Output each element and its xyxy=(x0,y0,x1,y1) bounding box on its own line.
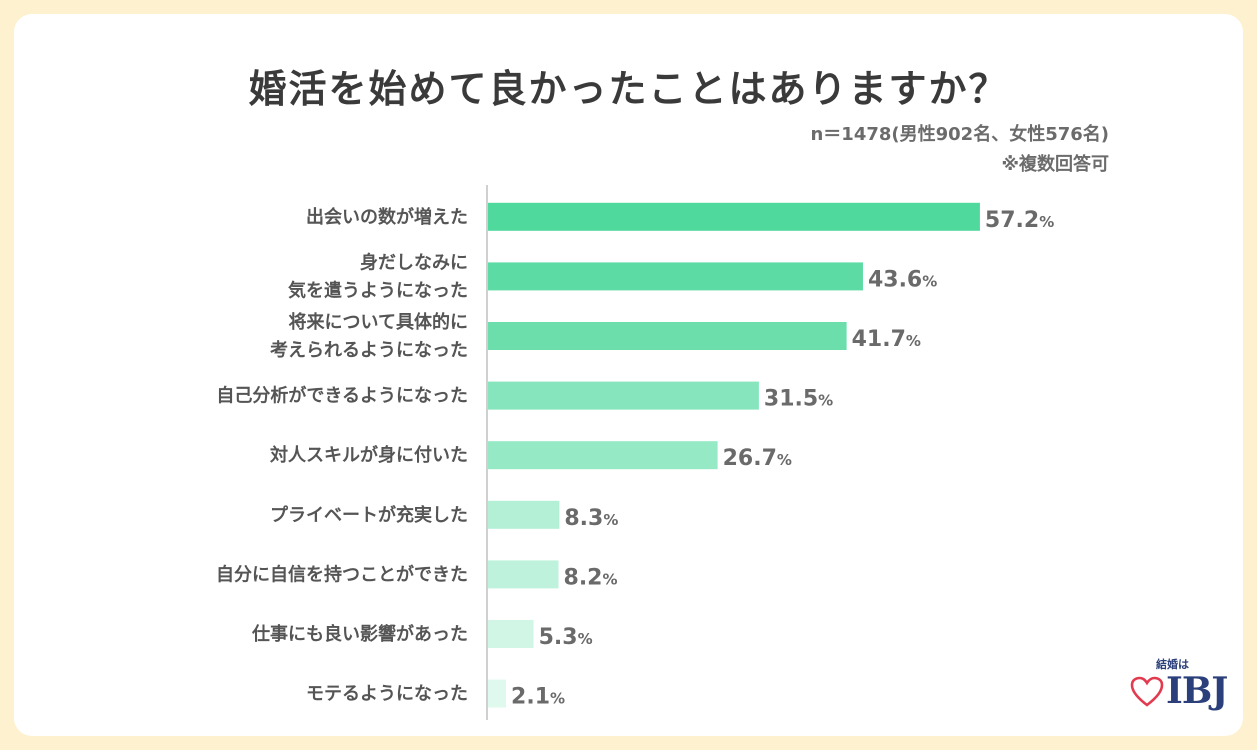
bars-group: 出会いの数が増えた 57.2% 身だしなみに気を遣うようになった 43.6% 将来につい… xyxy=(216,202,1054,710)
value-label: 2.1% xyxy=(511,685,565,710)
category-label: 身だしなみに気を遣うようになった xyxy=(288,251,468,301)
heart-icon xyxy=(1130,676,1164,707)
ibj-logo: 結婚は IBJ xyxy=(1130,656,1228,718)
chart-title: 婚活を始めて良かったことはありますか？ xyxy=(248,67,1009,111)
value-label: 8.3% xyxy=(564,506,618,531)
bar xyxy=(488,262,863,291)
category-label: 自分に自信を持つことができた xyxy=(216,563,468,585)
category-label: 出会いの数が増えた xyxy=(306,206,468,228)
bar xyxy=(488,441,718,470)
category-label: 自己分析ができるようになった xyxy=(216,385,468,407)
bar xyxy=(488,381,759,410)
bar xyxy=(488,560,559,589)
category-label: プライベートが充実した xyxy=(270,504,468,526)
value-label: 5.3% xyxy=(539,625,593,650)
logo-wordmark: IBJ xyxy=(1166,670,1228,712)
bar xyxy=(488,679,507,708)
value-label: 8.2% xyxy=(564,565,618,590)
chart-card xyxy=(14,14,1243,736)
logo-tagline: 結婚は xyxy=(1156,658,1189,671)
bar xyxy=(488,202,980,231)
category-label: 仕事にも良い影響があった xyxy=(251,623,468,645)
category-label: モテるようになった xyxy=(306,684,468,705)
value-label: 26.7% xyxy=(723,446,792,471)
bar xyxy=(488,322,847,350)
bar xyxy=(488,500,560,529)
value-label: 57.2% xyxy=(985,208,1054,233)
bar xyxy=(488,620,534,648)
value-label: 31.5% xyxy=(764,387,833,412)
sample-size-note: n＝1478(男性902名、女性576名) xyxy=(810,124,1109,145)
category-label: 将来について具体的に考えられるようになった xyxy=(270,311,468,361)
value-label: 43.6% xyxy=(868,267,937,292)
category-label: 対人スキルが身に付いた xyxy=(269,444,468,466)
multiple-answer-note: ※複数回答可 xyxy=(1001,154,1110,175)
value-label: 41.7% xyxy=(852,327,921,352)
